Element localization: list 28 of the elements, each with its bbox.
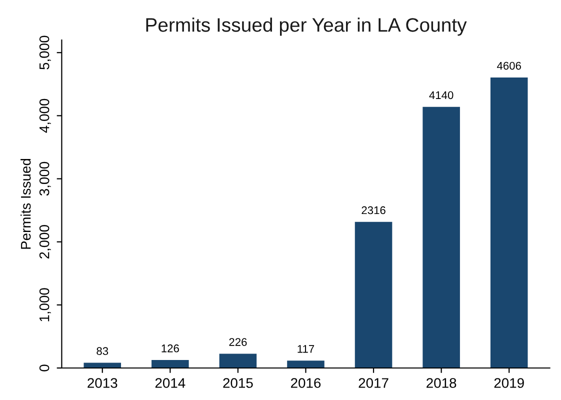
bar [354,222,392,368]
x-tick-label: 2014 [155,378,186,388]
bar [219,354,257,368]
y-tick-label: 2,000 [39,225,51,259]
y-tick-label: 4,000 [39,98,51,133]
y-tick-label: 3,000 [39,162,51,196]
data-label: 117 [298,345,314,353]
x-tick-label: 2019 [494,378,524,388]
data-label: 226 [229,338,247,346]
y-tick-label: 1,000 [39,288,51,322]
data-label: 2316 [362,206,386,214]
x-tick-label: 2013 [88,378,118,388]
bar [490,77,528,368]
bar [422,106,460,368]
data-label: 126 [162,344,179,352]
bar [152,360,189,368]
y-axis-title: Permits Issued [20,158,31,249]
y-tick-label: 0 [39,364,50,372]
data-label: 4606 [497,62,521,70]
chart-title: Permits Issued per Year in LA County [146,18,467,36]
x-tick-label: 2015 [223,378,253,388]
x-tick-label: 2017 [358,378,388,388]
x-tick-label: 2016 [290,378,321,388]
data-label: 4140 [429,91,454,100]
x-tick-label: 2018 [426,378,456,388]
y-tick-label: 5,000 [39,36,51,70]
bar [287,360,324,368]
data-label: 83 [96,347,108,356]
